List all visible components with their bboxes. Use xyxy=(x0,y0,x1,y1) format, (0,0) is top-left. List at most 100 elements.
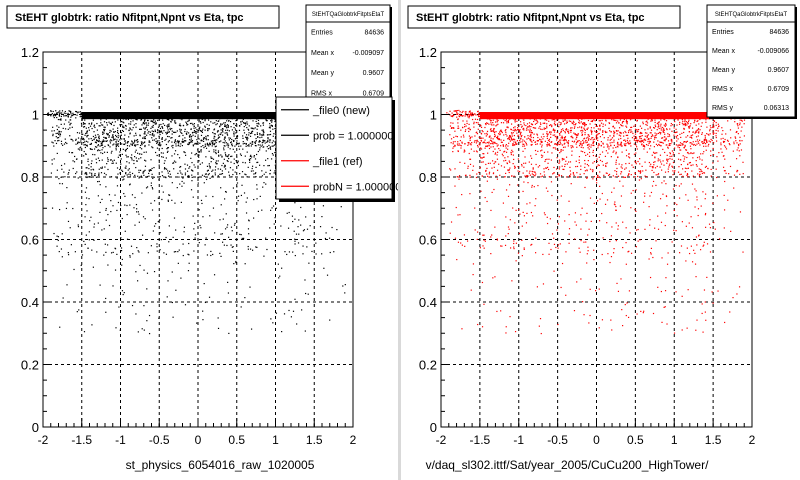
data-point xyxy=(701,159,703,161)
data-point xyxy=(561,144,564,146)
data-point xyxy=(252,217,255,219)
data-point xyxy=(256,198,258,200)
data-point xyxy=(625,149,628,151)
data-point xyxy=(67,128,69,130)
data-point xyxy=(491,160,494,162)
data-point xyxy=(157,130,159,132)
data-point xyxy=(130,116,132,118)
data-point xyxy=(159,249,161,251)
data-point xyxy=(137,141,139,143)
data-point xyxy=(621,167,623,169)
data-point xyxy=(184,130,186,133)
data-point xyxy=(199,121,202,123)
data-point xyxy=(457,150,459,153)
data-point xyxy=(621,122,623,124)
data-point xyxy=(209,177,211,179)
data-point xyxy=(517,170,519,172)
data-point xyxy=(485,122,488,124)
data-point xyxy=(155,138,157,140)
data-point xyxy=(685,136,687,138)
data-point xyxy=(661,137,664,139)
data-point xyxy=(265,119,267,121)
data-point xyxy=(302,245,304,247)
data-point xyxy=(675,128,677,130)
data-point xyxy=(674,202,676,204)
data-point xyxy=(321,253,323,255)
data-point xyxy=(685,194,687,196)
data-point xyxy=(596,131,598,133)
data-point xyxy=(65,112,67,115)
data-point xyxy=(157,126,160,128)
data-point xyxy=(193,115,195,117)
data-point xyxy=(609,142,611,144)
data-point xyxy=(139,135,141,137)
data-point xyxy=(640,139,642,142)
data-point xyxy=(172,147,174,149)
data-point xyxy=(613,141,615,143)
data-point xyxy=(139,146,141,149)
data-point xyxy=(620,132,622,135)
data-point xyxy=(590,120,592,122)
data-point xyxy=(77,142,79,145)
data-point xyxy=(204,244,206,246)
data-point xyxy=(560,150,562,153)
data-point xyxy=(103,151,106,153)
data-point xyxy=(126,142,129,144)
data-point xyxy=(70,110,72,113)
data-point xyxy=(540,141,542,144)
data-point xyxy=(715,132,717,135)
data-point xyxy=(83,139,85,141)
data-point xyxy=(509,118,511,120)
data-point xyxy=(548,242,550,244)
data-point xyxy=(603,137,605,139)
data-point xyxy=(146,134,148,136)
data-point xyxy=(115,147,117,149)
data-point xyxy=(450,127,453,129)
data-point xyxy=(164,139,166,142)
data-point xyxy=(640,132,643,134)
data-point xyxy=(101,166,103,168)
data-point xyxy=(144,128,146,130)
data-point xyxy=(658,125,660,127)
data-point xyxy=(203,114,206,116)
data-point xyxy=(187,143,189,146)
data-point xyxy=(137,211,139,213)
data-point xyxy=(206,170,209,172)
data-point xyxy=(465,129,467,131)
data-point xyxy=(535,237,537,239)
data-point xyxy=(88,127,90,129)
data-point xyxy=(496,121,498,123)
data-point xyxy=(486,180,488,182)
data-point xyxy=(468,152,470,155)
data-point xyxy=(124,149,126,151)
data-point xyxy=(234,128,236,130)
data-point xyxy=(180,129,183,131)
data-point xyxy=(100,144,102,147)
data-point xyxy=(449,168,451,170)
data-point xyxy=(613,187,615,189)
data-point xyxy=(650,116,652,118)
data-point xyxy=(617,130,619,132)
data-point xyxy=(593,127,595,129)
data-point xyxy=(635,136,637,138)
data-point xyxy=(265,118,267,120)
data-point xyxy=(127,156,129,158)
data-point xyxy=(68,151,70,153)
data-point xyxy=(265,159,267,161)
data-point xyxy=(577,126,579,129)
data-point xyxy=(550,141,552,144)
data-point xyxy=(203,146,205,149)
data-point xyxy=(618,163,620,165)
data-point xyxy=(733,187,735,189)
data-point xyxy=(558,133,561,135)
data-point xyxy=(227,224,229,226)
data-point xyxy=(98,136,100,138)
data-point xyxy=(234,171,236,173)
data-point xyxy=(223,145,225,147)
data-point xyxy=(135,118,137,120)
data-point xyxy=(544,159,547,161)
data-point xyxy=(86,145,88,147)
data-point xyxy=(666,159,668,161)
data-point xyxy=(251,167,253,170)
data-point xyxy=(488,142,490,144)
